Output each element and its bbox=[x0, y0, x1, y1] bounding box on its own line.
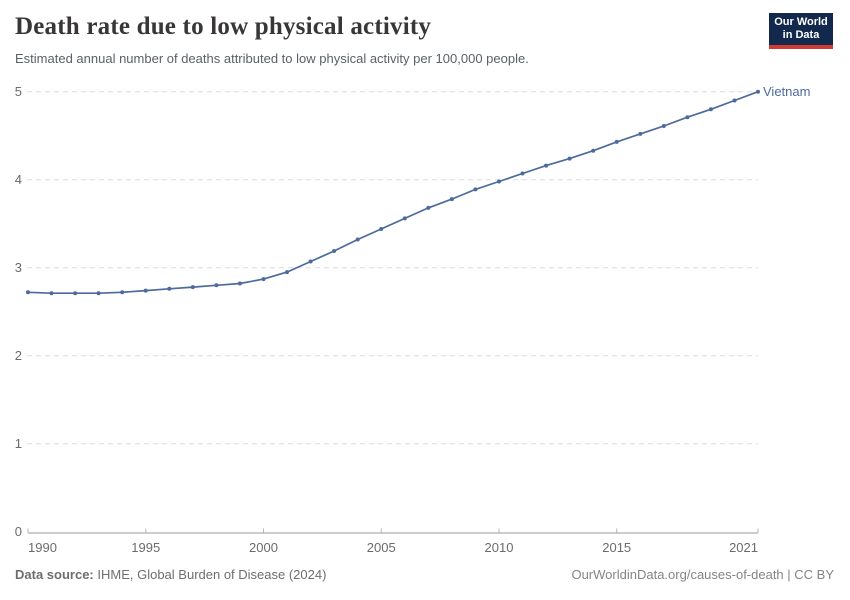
data-point[interactable] bbox=[261, 277, 266, 282]
x-axis-tick-label: 2000 bbox=[249, 540, 278, 555]
footer-link[interactable]: OurWorldinData.org/causes-of-death | CC … bbox=[571, 567, 834, 582]
x-axis-tick-label: 1995 bbox=[131, 540, 160, 555]
series-line[interactable] bbox=[27, 90, 759, 295]
data-point[interactable] bbox=[591, 148, 596, 153]
data-point[interactable] bbox=[332, 249, 337, 253]
data-point[interactable] bbox=[402, 216, 407, 221]
data-point[interactable] bbox=[426, 205, 431, 210]
y-axis-tick-label: 1 bbox=[15, 436, 22, 451]
data-point[interactable] bbox=[96, 291, 101, 296]
data-point[interactable] bbox=[638, 131, 643, 136]
data-point[interactable] bbox=[544, 163, 549, 168]
entity-label: Vietnam bbox=[763, 84, 810, 99]
data-point[interactable] bbox=[214, 283, 219, 288]
data-point[interactable] bbox=[379, 227, 384, 231]
data-point[interactable] bbox=[308, 259, 313, 264]
owid-logo-line1: Our World bbox=[774, 15, 828, 28]
data-point[interactable] bbox=[143, 288, 148, 293]
data-source-label: Data source: bbox=[15, 567, 94, 582]
y-axis-tick-label: 5 bbox=[15, 84, 22, 99]
data-point[interactable] bbox=[473, 187, 478, 192]
x-axis-tick-label: 2021 bbox=[729, 540, 758, 555]
data-point[interactable] bbox=[237, 281, 242, 286]
data-point[interactable] bbox=[614, 139, 619, 144]
x-axis-tick-label: 2010 bbox=[485, 540, 514, 555]
data-point[interactable] bbox=[26, 290, 30, 295]
data-point[interactable] bbox=[732, 98, 737, 103]
data-point[interactable] bbox=[285, 270, 289, 275]
owid-logo[interactable]: Our World in Data bbox=[769, 13, 833, 49]
data-point[interactable] bbox=[520, 171, 525, 176]
data-point[interactable] bbox=[449, 197, 454, 202]
data-point[interactable] bbox=[756, 89, 760, 94]
y-axis-tick-label: 2 bbox=[15, 348, 22, 363]
chart-footer: Data source: IHME, Global Burden of Dise… bbox=[15, 567, 834, 583]
data-point[interactable] bbox=[49, 291, 54, 296]
chart-header: Death rate due to low physical activity … bbox=[15, 13, 529, 66]
data-point[interactable] bbox=[685, 115, 690, 120]
data-point[interactable] bbox=[661, 124, 666, 128]
data-point[interactable] bbox=[190, 285, 195, 290]
x-axis-tick-label: 2015 bbox=[602, 540, 631, 555]
y-axis-tick-label: 0 bbox=[15, 524, 22, 539]
data-point[interactable] bbox=[567, 156, 572, 161]
data-point[interactable] bbox=[167, 286, 172, 291]
owid-logo-line2: in Data bbox=[782, 29, 820, 41]
data-point[interactable] bbox=[120, 290, 125, 295]
data-point[interactable] bbox=[497, 179, 501, 184]
y-axis-tick-label: 3 bbox=[15, 260, 22, 275]
chart-subtitle: Estimated annual number of deaths attrib… bbox=[15, 50, 529, 66]
data-point[interactable] bbox=[708, 107, 713, 112]
data-source-value: IHME, Global Burden of Disease (2024) bbox=[97, 567, 327, 582]
data-point[interactable] bbox=[355, 237, 360, 242]
x-axis-tick-label: 1990 bbox=[28, 540, 57, 555]
y-axis-tick-label: 4 bbox=[15, 172, 22, 187]
page-title: Death rate due to low physical activity bbox=[15, 13, 432, 40]
data-source: Data source: IHME, Global Burden of Dise… bbox=[15, 567, 326, 583]
data-point[interactable] bbox=[73, 291, 78, 296]
x-axis-tick-label: 2005 bbox=[367, 540, 396, 555]
